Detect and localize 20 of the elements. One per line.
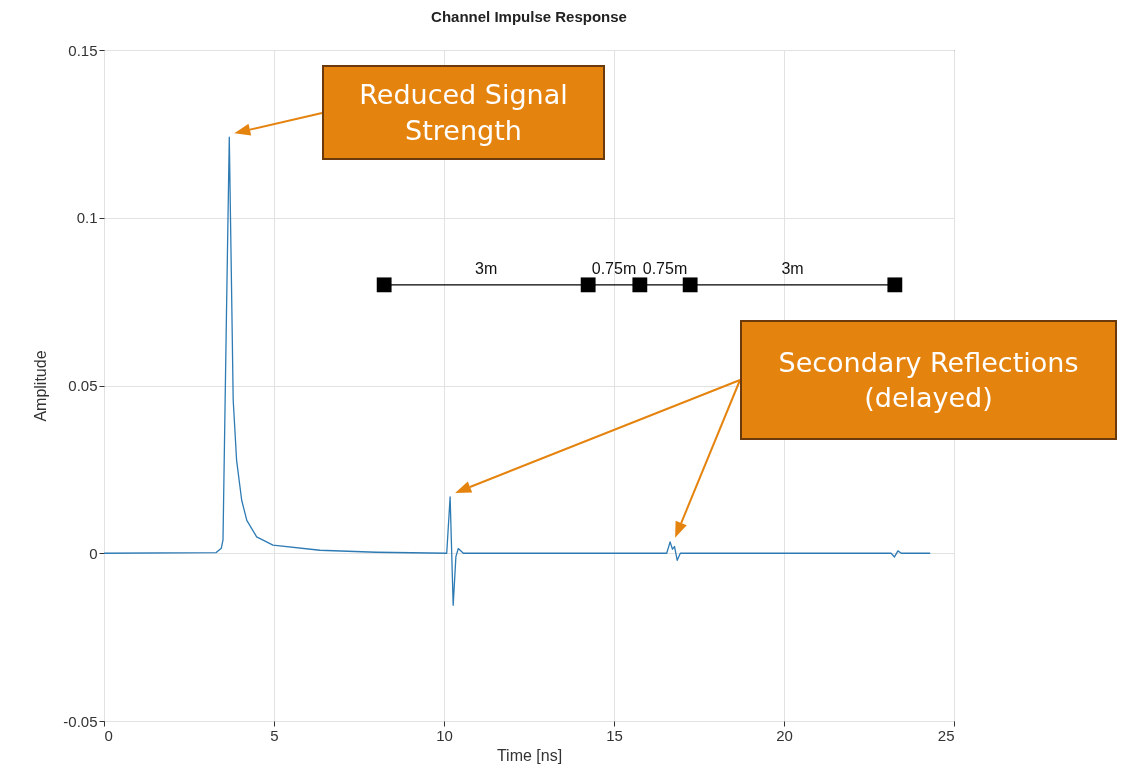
callout-box: Reduced Signal Strength [322,65,605,160]
chart-title: Channel Impulse Response [431,8,627,25]
y-tick-label: 0.15 [68,41,98,59]
x-tick-label: 5 [270,726,279,744]
y-tick-label: 0.05 [68,377,98,394]
x-tick-label: 20 [776,726,793,744]
y-tick-label: -0.05 [63,712,98,730]
annotation: 3m [475,259,498,277]
y-tick-label: 0 [89,544,98,562]
annotation: 0.75m [642,259,688,277]
x-tick-label: 10 [436,726,453,744]
annotation: 3m [781,259,804,277]
y-tick-label: 0.1 [76,209,98,227]
x-tick-label: 25 [937,726,955,744]
x-tick-label: 0 [104,726,113,744]
x-tick-label: 15 [606,726,623,744]
y-axis-title: Amplitude [32,350,50,422]
x-axis-title: Time [ns] [496,746,563,764]
callout-box: Secondary Reflections (delayed) [740,320,1117,440]
annotation: 0.75m [591,259,637,277]
